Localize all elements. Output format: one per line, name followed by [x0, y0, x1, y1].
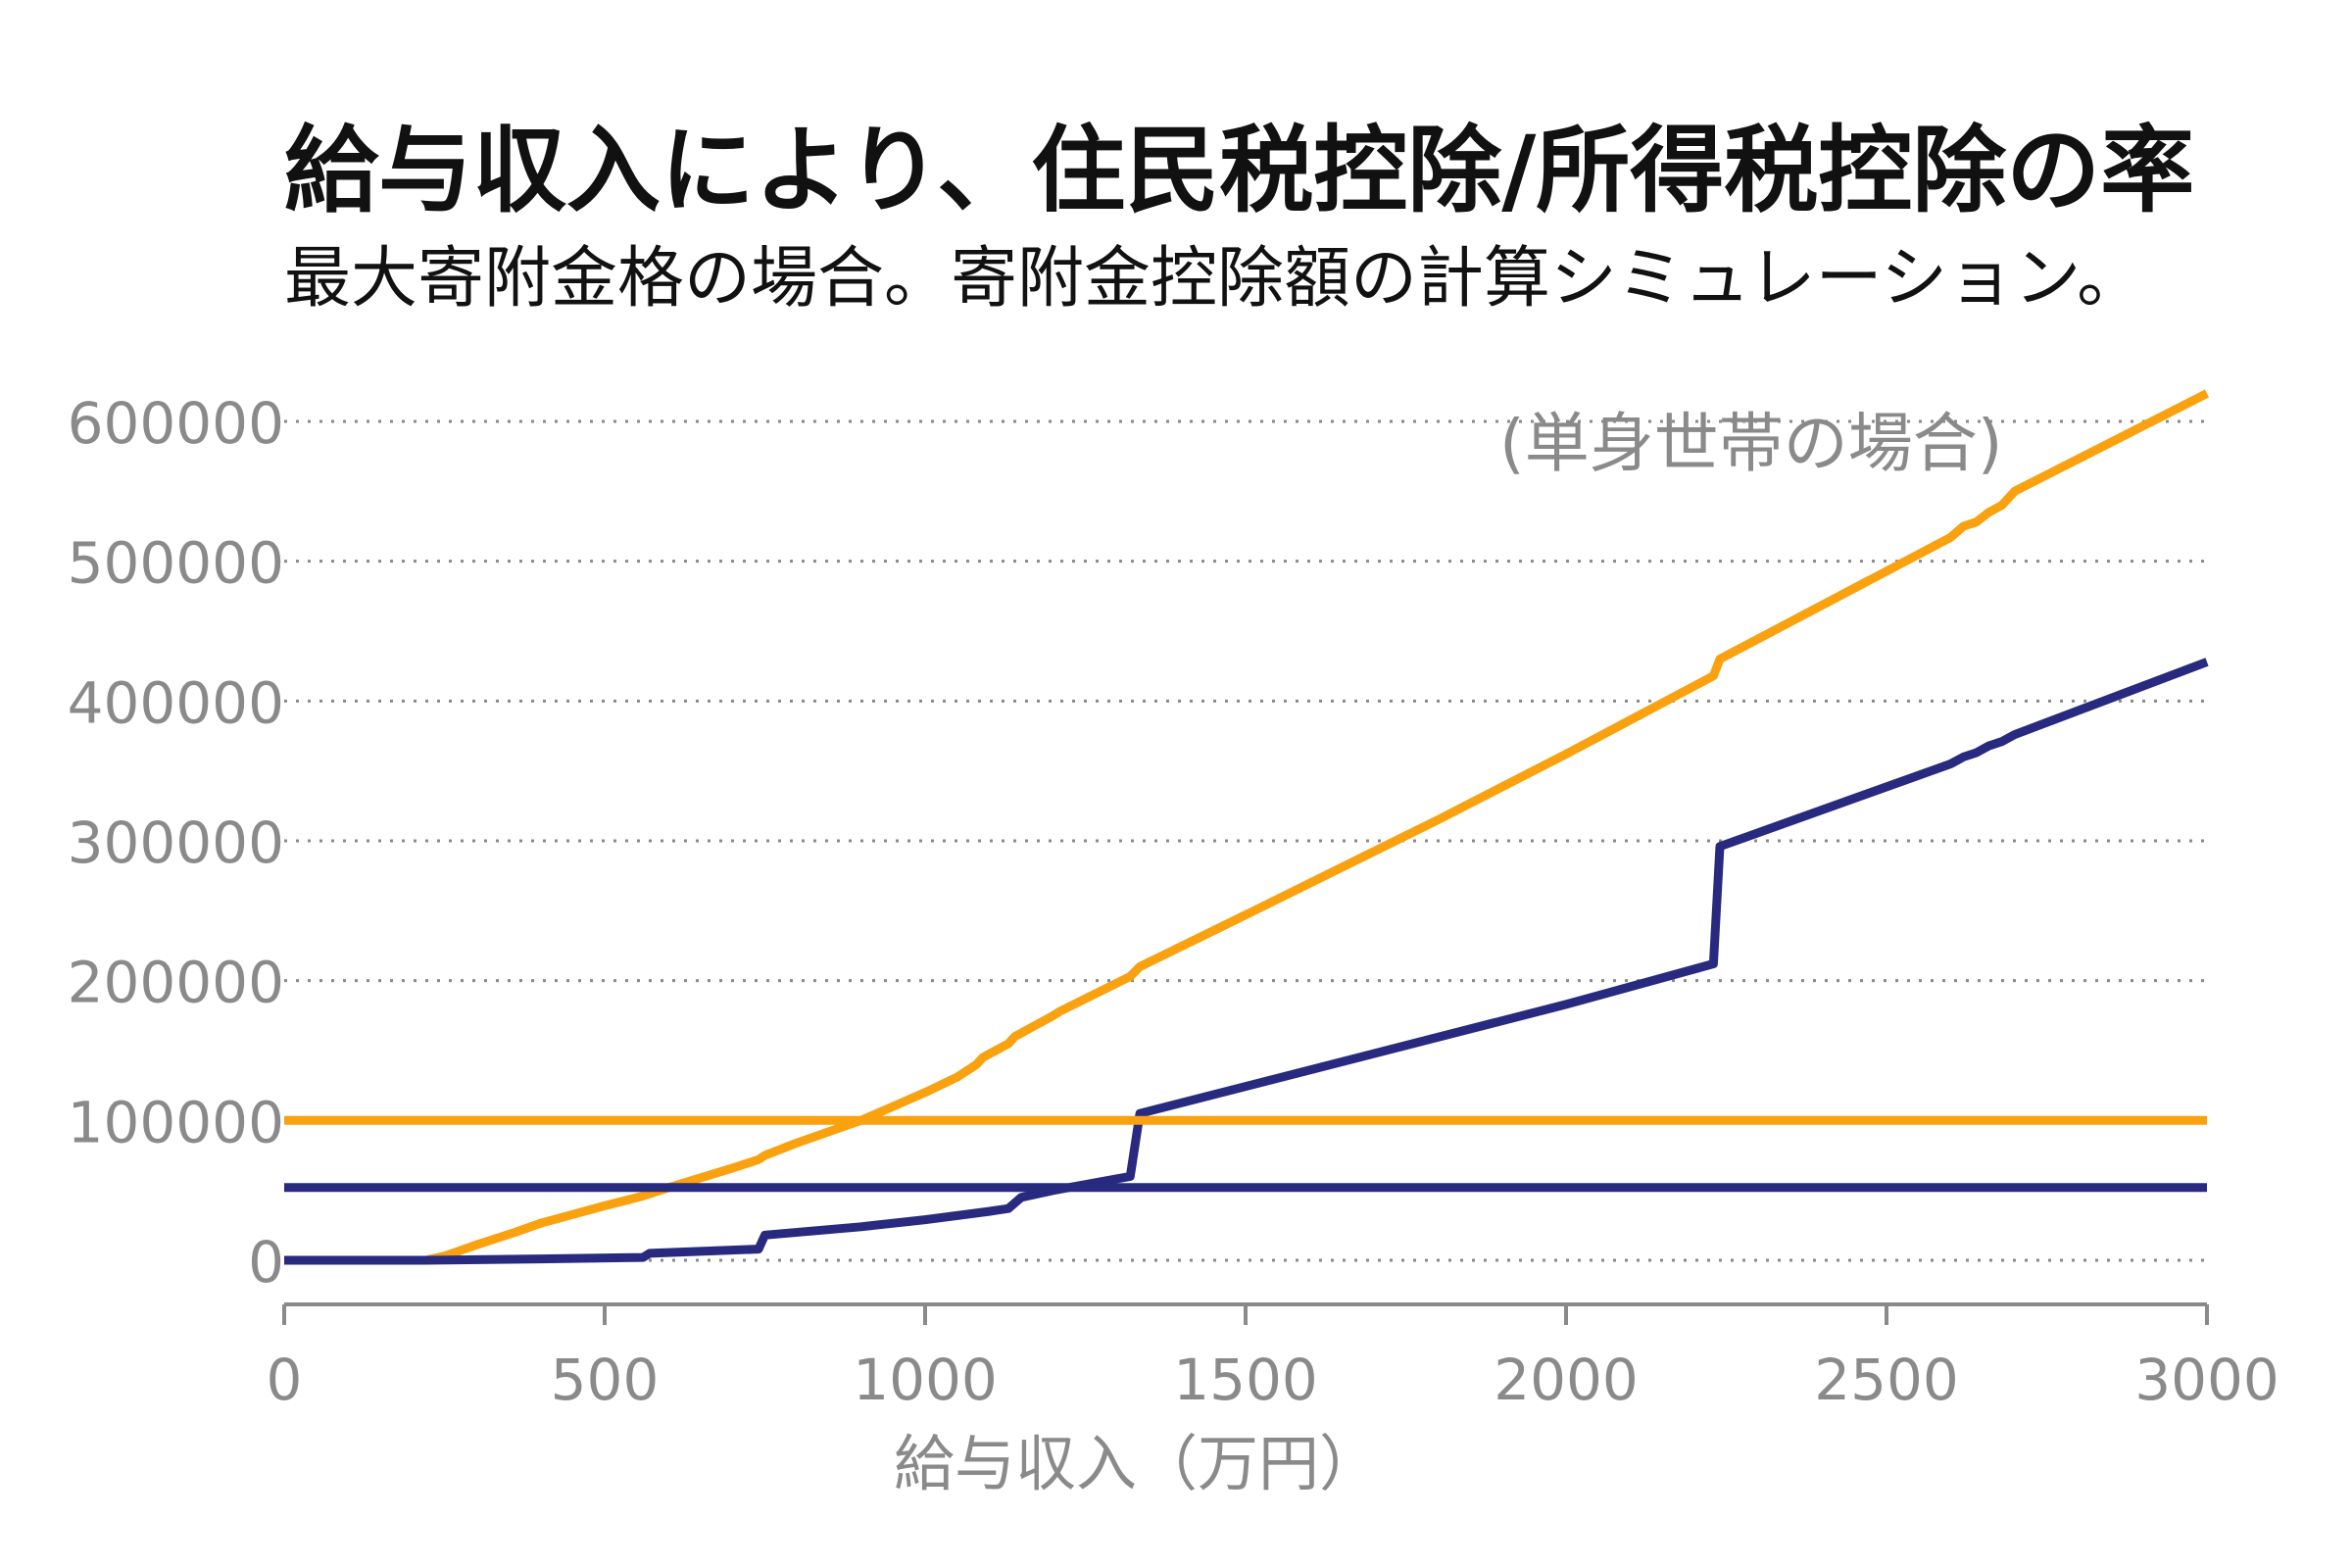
- x-tick-label: 2000: [1494, 1347, 1639, 1413]
- x-tick-label: 0: [267, 1347, 303, 1413]
- x-axis-label: 給与収入（万円）: [894, 1428, 1380, 1499]
- x-tick-label: 1500: [1173, 1347, 1318, 1413]
- x-tick-label: 1000: [853, 1347, 998, 1413]
- y-tick-label: 200000: [68, 950, 284, 1016]
- chart-annotation: (単身世帯の場合): [1499, 406, 2003, 481]
- series-line-2: [284, 658, 2209, 1265]
- y-tick-label: 400000: [68, 669, 284, 736]
- y-tick-label: 100000: [68, 1089, 284, 1155]
- x-tick-label: 2500: [1814, 1347, 1959, 1413]
- x-tick-label: 3000: [2134, 1347, 2279, 1413]
- y-tick-label: 300000: [68, 809, 284, 876]
- x-tick-label: 500: [551, 1347, 660, 1413]
- y-tick-label: 500000: [68, 530, 284, 597]
- chart-subtitle: 最大寄附金格の場合。寄附金控除額の計算シミュレーション。: [284, 240, 2144, 318]
- y-tick-label: 0: [248, 1229, 284, 1296]
- series-line-1: [284, 389, 2210, 1265]
- y-tick-label: 600000: [68, 390, 284, 457]
- chart-title: 給与収入により、住民税控除/所得税控除の率: [284, 116, 2195, 225]
